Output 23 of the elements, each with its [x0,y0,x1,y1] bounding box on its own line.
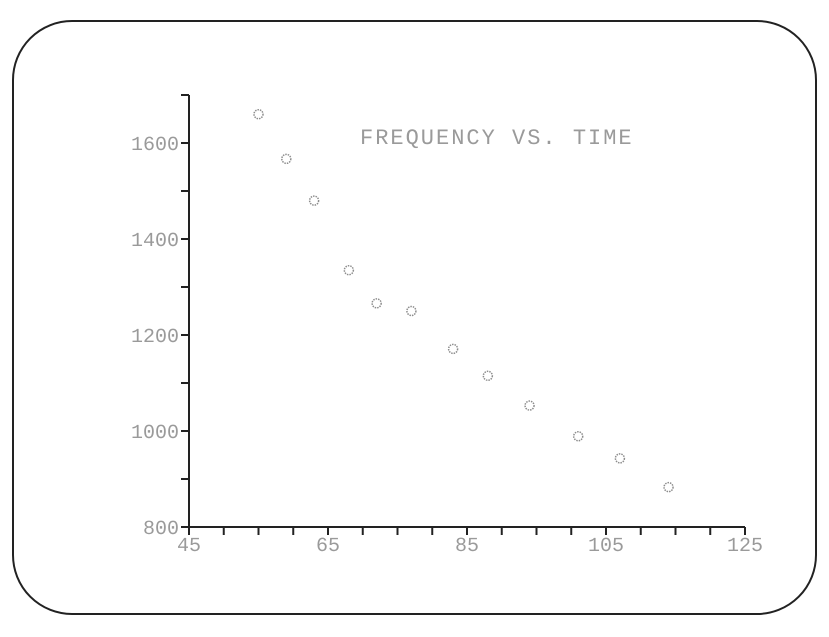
point [448,344,458,354]
x-tick-label: 125 [726,535,764,558]
y-tick-label: 1000 [130,422,179,446]
point [524,400,535,411]
point [253,108,264,120]
point [308,195,320,206]
y-tick-label: 1200 [130,326,179,350]
point [281,154,292,164]
y-tick-label: 1600 [130,134,179,158]
y-tick-label: 800 [142,518,179,542]
x-tick-label: 85 [454,535,480,558]
x-tick-label: 105 [588,535,624,558]
point [344,264,354,276]
point [482,370,494,382]
x-tick-label: 65 [316,535,340,558]
text: FREQUENCY VS. TIME [360,126,634,151]
point [406,306,417,316]
point [572,431,584,442]
y-tick-label: 1400 [130,230,179,254]
point [371,298,382,309]
x-tick-label: 45 [176,535,202,558]
point [614,453,626,464]
point [663,482,674,492]
